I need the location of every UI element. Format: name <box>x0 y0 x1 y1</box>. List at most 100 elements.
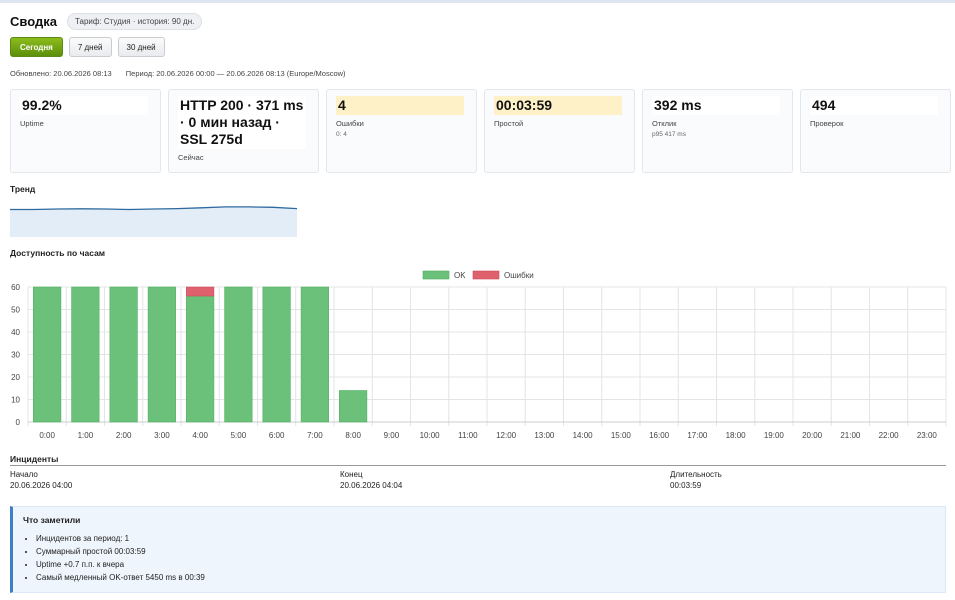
x-tick-label: 19:00 <box>764 431 785 440</box>
x-tick-label: 6:00 <box>269 431 285 440</box>
range-7-days-button[interactable]: 7 дней <box>68 37 112 57</box>
card-value: 392 ms <box>652 96 780 115</box>
y-tick-label: 20 <box>11 373 20 382</box>
x-tick-label: 4:00 <box>192 431 208 440</box>
table-header-row: Начало Конец Длительность <box>10 466 946 480</box>
x-tick-label: 12:00 <box>496 431 517 440</box>
card-sub: p95 417 ms <box>652 131 686 138</box>
insights-panel: Что заметили Инцидентов за период: 1 Сум… <box>10 506 946 593</box>
incidents-table: Начало Конец Длительность 20.06.2026 04:… <box>10 465 946 491</box>
legend-swatch <box>472 270 500 280</box>
legend-swatch <box>422 270 450 280</box>
y-tick-label: 60 <box>11 283 20 292</box>
trend-area <box>10 206 297 237</box>
insights-title: Что заметили <box>23 515 81 525</box>
range-selector: Сегодня 7 дней 30 дней <box>10 37 165 57</box>
list-item: Uptime +0.7 п.п. к вчера <box>36 558 935 571</box>
insights-list: Инцидентов за период: 1 Суммарный просто… <box>23 532 935 584</box>
hourly-availability-chart: 0 10 20 30 40 50 60 0:00 1:00 2:00 3:00 4:00 5:00 6:0… <box>11 270 947 440</box>
legend-label: Ошибки <box>504 271 534 280</box>
card-value: 99.2% <box>20 96 148 115</box>
range-30-days-button[interactable]: 30 дней <box>117 37 165 57</box>
x-tick-label: 3:00 <box>154 431 170 440</box>
card-current-status: HTTP 200 · 371 ms · 0 мин назад · SSL 27… <box>168 89 319 173</box>
bar-ok <box>186 295 215 423</box>
x-tick-label: 5:00 <box>231 431 247 440</box>
bar-ok <box>33 286 62 423</box>
stat-cards: 99.2% Uptime HTTP 200 · 371 ms · 0 мин н… <box>10 89 951 173</box>
column-header-duration: Длительность <box>670 470 722 479</box>
bar-ok <box>262 286 291 423</box>
y-tick-label: 10 <box>11 396 20 405</box>
chart-grid <box>27 286 947 426</box>
page-title: Сводка <box>10 14 57 29</box>
plan-badge: Тариф: Студия · история: 90 дн. <box>66 13 203 30</box>
bar-ok <box>71 286 100 423</box>
card-label: Сейчас <box>178 153 204 162</box>
incidents-title: Инциденты <box>10 454 59 464</box>
card-label: Проверок <box>810 119 844 128</box>
chart-legend: OK Ошибки <box>422 270 534 280</box>
card-sub: 0: 4 <box>336 131 347 138</box>
x-tick-label: 17:00 <box>687 431 708 440</box>
y-tick-label: 50 <box>11 306 20 315</box>
x-tick-label: 9:00 <box>384 431 400 440</box>
top-border <box>0 0 955 3</box>
card-value: 4 <box>336 96 464 115</box>
list-item: Самый медленный OK-ответ 5450 ms в 00:39 <box>36 571 935 584</box>
x-tick-label: 21:00 <box>840 431 861 440</box>
x-tick-label: 14:00 <box>573 431 594 440</box>
list-item: Суммарный простой 00:03:59 <box>36 545 935 558</box>
x-tick-label: 11:00 <box>458 431 478 440</box>
bar-errors <box>186 286 215 297</box>
column-header-start: Начало <box>10 470 38 479</box>
list-item: Инцидентов за период: 1 <box>36 532 935 545</box>
period-range: Период: 20.06.2026 00:00 — 20.06.2026 08… <box>125 69 346 78</box>
y-tick-label: 40 <box>11 328 20 337</box>
x-tick-label: 13:00 <box>534 431 555 440</box>
table-row: 20.06.2026 04:00 20.06.2026 04:04 00:03:… <box>10 480 946 491</box>
card-checks: 494 Проверок <box>800 89 951 173</box>
bar-ok <box>300 286 329 423</box>
bar-ok <box>109 286 138 423</box>
x-tick-label: 7:00 <box>307 431 323 440</box>
card-value: 00:03:59 <box>494 96 622 115</box>
trend-chart <box>10 206 297 237</box>
card-response-time: 392 ms Отклик p95 417 ms <box>642 89 793 173</box>
x-tick-label: 18:00 <box>726 431 747 440</box>
x-tick-label: 10:00 <box>420 431 441 440</box>
y-tick-label: 30 <box>11 351 20 360</box>
x-tick-label: 2:00 <box>116 431 132 440</box>
range-today-button[interactable]: Сегодня <box>10 37 63 57</box>
updated-timestamp: Обновлено: 20.06.2026 08:13 <box>10 69 112 78</box>
card-label: Ошибки <box>336 119 364 128</box>
card-downtime: 00:03:59 Простой <box>484 89 635 173</box>
y-tick-label: 0 <box>16 418 21 427</box>
card-value: HTTP 200 · 371 ms · 0 мин назад · SSL 27… <box>178 96 306 149</box>
x-tick-label: 8:00 <box>345 431 361 440</box>
bar-ok <box>339 390 368 423</box>
incident-duration: 00:03:59 <box>670 481 702 490</box>
x-tick-label: 20:00 <box>802 431 823 440</box>
card-value: 494 <box>810 96 938 115</box>
x-tick-label: 16:00 <box>649 431 670 440</box>
card-uptime: 99.2% Uptime <box>10 89 161 173</box>
card-label: Uptime <box>20 119 44 128</box>
bar-ok <box>224 286 253 423</box>
x-tick-label: 0:00 <box>39 431 55 440</box>
meta-line: Обновлено: 20.06.2026 08:13 Период: 20.0… <box>10 69 346 78</box>
card-label: Простой <box>494 119 524 128</box>
column-header-end: Конец <box>340 470 363 479</box>
card-label: Отклик <box>652 119 677 128</box>
legend-label: OK <box>454 271 466 280</box>
x-tick-label: 22:00 <box>879 431 900 440</box>
x-tick-label: 1:00 <box>78 431 94 440</box>
hourly-title: Доступность по часам <box>10 248 106 258</box>
incident-start: 20.06.2026 04:00 <box>10 481 73 490</box>
incident-end: 20.06.2026 04:04 <box>340 481 403 490</box>
card-errors: 4 Ошибки 0: 4 <box>326 89 477 173</box>
bar-ok <box>147 286 176 423</box>
trend-line <box>10 206 297 211</box>
trend-title: Тренд <box>10 184 36 194</box>
x-tick-label: 15:00 <box>611 431 632 440</box>
